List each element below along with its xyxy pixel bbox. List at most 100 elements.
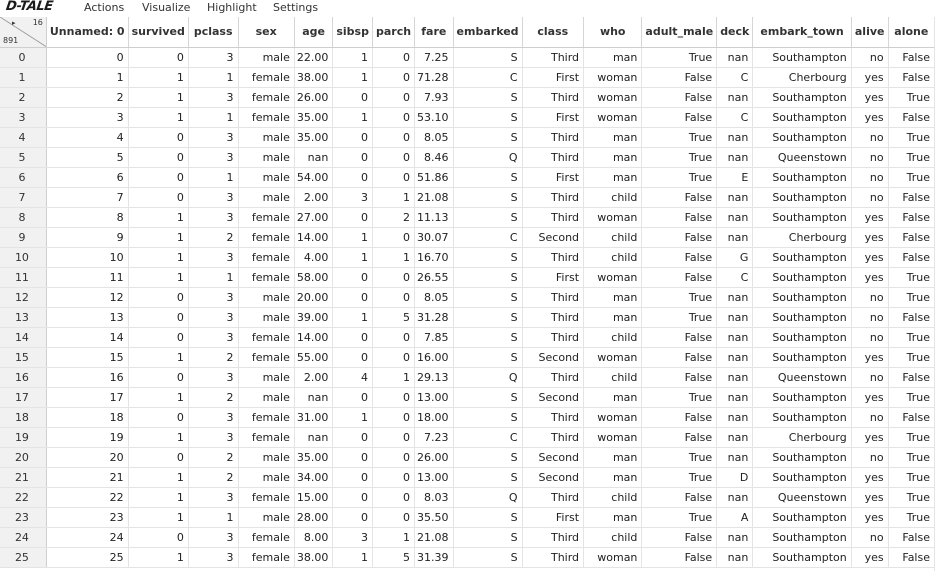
table-cell[interactable]: nan <box>716 447 754 468</box>
table-cell[interactable]: True <box>888 387 935 408</box>
table-cell[interactable]: 0 <box>372 387 416 408</box>
table-cell[interactable]: S <box>453 87 523 108</box>
table-cell[interactable]: 11.13 <box>414 207 454 228</box>
table-cell[interactable]: 16.70 <box>414 247 454 268</box>
table-cell[interactable]: S <box>453 447 523 468</box>
table-cell[interactable]: 7.23 <box>414 427 454 448</box>
column-header-embarked[interactable]: embarked <box>453 17 523 48</box>
table-cell[interactable]: 0 <box>332 327 373 348</box>
table-cell[interactable]: True <box>888 87 935 108</box>
table-cell[interactable]: Southampton <box>752 47 852 68</box>
table-cell[interactable]: Southampton <box>752 187 852 208</box>
table-cell[interactable]: 1 <box>372 187 416 208</box>
table-cell[interactable]: 4 <box>46 127 129 148</box>
table-cell[interactable]: 0 <box>128 367 189 388</box>
column-header-embark-town[interactable]: embark_town <box>752 17 852 48</box>
table-cell[interactable]: 4 <box>332 367 373 388</box>
table-cell[interactable]: Southampton <box>752 107 852 128</box>
table-cell[interactable]: 35.00 <box>294 447 334 468</box>
table-cell[interactable]: 0 <box>372 407 416 428</box>
row-index[interactable]: 14 <box>0 327 47 348</box>
table-cell[interactable]: Southampton <box>752 387 852 408</box>
table-cell[interactable]: 8 <box>46 207 129 228</box>
table-cell[interactable]: False <box>888 247 935 268</box>
table-cell[interactable]: Third <box>522 207 585 228</box>
table-cell[interactable]: C <box>716 107 754 128</box>
table-cell[interactable]: 0 <box>372 127 416 148</box>
table-cell[interactable]: 26.00 <box>294 87 334 108</box>
table-cell[interactable]: 10 <box>46 247 129 268</box>
table-cell[interactable]: 71.28 <box>414 67 454 88</box>
table-cell[interactable]: 2 <box>188 347 239 368</box>
table-cell[interactable]: S <box>453 167 523 188</box>
table-row[interactable]: 2 2 1 3 female 26.00 0 0 7.93 S Third woman False nan… <box>0 87 935 108</box>
table-cell[interactable]: True <box>888 467 935 488</box>
table-cell[interactable]: 0 <box>372 87 416 108</box>
table-cell[interactable]: S <box>453 327 523 348</box>
table-cell[interactable]: True <box>888 147 935 168</box>
table-cell[interactable]: yes <box>851 107 889 128</box>
table-cell[interactable]: nan <box>716 147 754 168</box>
table-cell[interactable]: 1 <box>128 87 189 108</box>
table-cell[interactable]: yes <box>851 247 889 268</box>
row-index[interactable]: 13 <box>0 307 47 328</box>
table-cell[interactable]: 18.00 <box>414 407 454 428</box>
table-cell[interactable]: False <box>641 327 718 348</box>
table-cell[interactable]: S <box>453 107 523 128</box>
table-cell[interactable]: 35.00 <box>294 127 334 148</box>
table-cell[interactable]: 1 <box>188 67 239 88</box>
table-cell[interactable]: nan <box>716 327 754 348</box>
row-index[interactable]: 19 <box>0 427 47 448</box>
table-row[interactable]: 10 10 1 3 female 4.00 1 1 16.70 S Third child False G… <box>0 247 935 268</box>
table-cell[interactable]: 1 <box>128 67 189 88</box>
table-row[interactable]: 8 8 1 3 female 27.00 0 2 11.13 S Third woman False na… <box>0 207 935 228</box>
table-cell[interactable]: 24 <box>46 527 129 548</box>
table-cell[interactable]: female <box>238 527 295 548</box>
table-cell[interactable]: False <box>888 547 935 568</box>
table-cell[interactable]: E <box>716 167 754 188</box>
table-row[interactable]: 7 7 0 3 male 2.00 3 1 21.08 S Third child False nan So… <box>0 187 935 208</box>
row-index[interactable]: 18 <box>0 407 47 428</box>
table-cell[interactable]: True <box>641 307 718 328</box>
table-row[interactable]: 14 14 0 3 female 14.00 0 0 7.85 S Third child False n… <box>0 327 935 348</box>
table-cell[interactable]: 13.00 <box>414 467 454 488</box>
table-cell[interactable]: 7 <box>46 187 129 208</box>
table-cell[interactable]: Southampton <box>752 247 852 268</box>
table-cell[interactable]: 5 <box>46 147 129 168</box>
table-cell[interactable]: Third <box>522 487 585 508</box>
table-cell[interactable]: male <box>238 467 295 488</box>
table-cell[interactable]: 6 <box>46 167 129 188</box>
menu-actions[interactable]: Actions <box>84 1 125 14</box>
play-icon[interactable]: ▸ <box>12 19 16 27</box>
table-cell[interactable]: 0 <box>332 207 373 228</box>
table-cell[interactable]: woman <box>583 207 643 228</box>
table-cell[interactable]: 35.00 <box>294 107 334 128</box>
table-cell[interactable]: no <box>851 187 889 208</box>
table-cell[interactable]: 5 <box>372 307 416 328</box>
table-cell[interactable]: yes <box>851 87 889 108</box>
table-cell[interactable]: 3 <box>188 147 239 168</box>
table-cell[interactable]: 28.00 <box>294 507 334 528</box>
table-cell[interactable]: False <box>888 527 935 548</box>
table-cell[interactable]: 21 <box>46 467 129 488</box>
table-cell[interactable]: female <box>238 107 295 128</box>
table-cell[interactable]: child <box>583 487 643 508</box>
table-cell[interactable]: Third <box>522 187 585 208</box>
table-cell[interactable]: False <box>641 187 718 208</box>
table-cell[interactable]: S <box>453 267 523 288</box>
table-cell[interactable]: Cherbourg <box>752 67 852 88</box>
table-cell[interactable]: S <box>453 387 523 408</box>
table-cell[interactable]: Third <box>522 47 585 68</box>
column-header-survived[interactable]: survived <box>128 17 189 48</box>
table-cell[interactable]: 34.00 <box>294 467 334 488</box>
table-cell[interactable]: 35.50 <box>414 507 454 528</box>
table-cell[interactable]: man <box>583 287 643 308</box>
table-cell[interactable]: First <box>522 167 585 188</box>
table-cell[interactable]: True <box>888 127 935 148</box>
table-cell[interactable]: 3 <box>188 327 239 348</box>
table-cell[interactable]: no <box>851 307 889 328</box>
table-cell[interactable]: 2 <box>372 207 416 228</box>
table-cell[interactable]: 12 <box>46 287 129 308</box>
grid-corner[interactable]: ▸ 16 891 <box>0 17 47 48</box>
table-cell[interactable]: 8.46 <box>414 147 454 168</box>
